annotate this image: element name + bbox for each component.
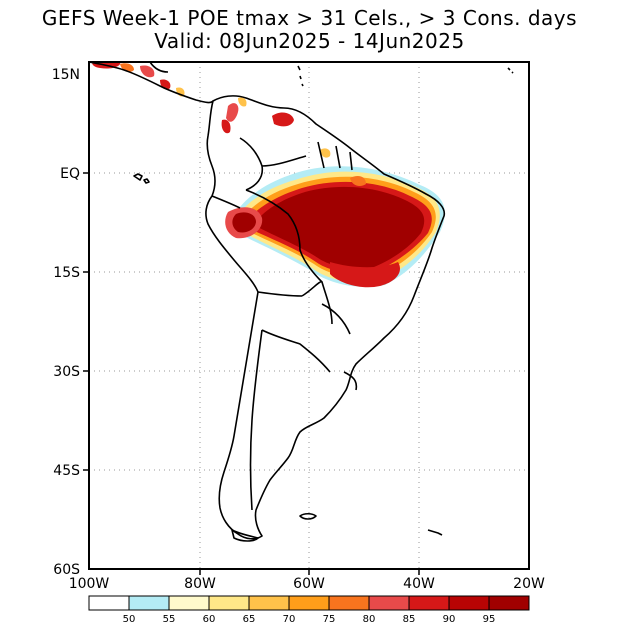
- border-venezuela: [261, 155, 307, 167]
- colorbar-box: [488, 595, 530, 611]
- lobe-south: [330, 262, 400, 288]
- lat-label-15n: 15N: [52, 67, 80, 83]
- poe-shading: [92, 62, 445, 288]
- south-america-coast: [205, 95, 446, 540]
- border-peru-bolivia: [257, 291, 303, 297]
- lat-labels: 15N EQ 15S 30S 45S 60S: [52, 67, 80, 578]
- colorbar-box: [88, 595, 130, 611]
- colorbar-label: 85: [403, 614, 416, 625]
- colorbar-box: [328, 595, 370, 611]
- border-uruguay: [343, 371, 358, 391]
- camerica-patch-3: [140, 65, 155, 78]
- colorbar: 50 55 60 65 70 75 80 85 90 95: [88, 595, 530, 625]
- caribbean-islands: [297, 65, 514, 87]
- map-subtitle: Valid: 08Jun2025 - 14Jun2025: [154, 29, 465, 53]
- tierra-del-fuego: [231, 529, 259, 542]
- border-brazil-west: [245, 189, 323, 283]
- colorbar-label: 95: [483, 614, 496, 625]
- guiana-patch-1: [320, 148, 331, 158]
- galapagos: [133, 173, 150, 184]
- border-paraguay: [321, 303, 351, 335]
- colorbar-label: 90: [443, 614, 456, 625]
- lat-label-15s: 15S: [53, 265, 80, 281]
- lobe-nw-core: [232, 212, 256, 233]
- colorbar-label: 50: [123, 614, 136, 625]
- colorbar-box: [168, 595, 210, 611]
- lat-label-60s: 60S: [53, 562, 80, 578]
- colorbar-label: 80: [363, 614, 376, 625]
- colorbar-label: 75: [323, 614, 336, 625]
- lon-label-100w: 100W: [69, 576, 110, 592]
- colorbar-label: 70: [283, 614, 296, 625]
- south-georgia: [427, 529, 443, 536]
- venezuela-patch-1: [272, 112, 294, 127]
- lat-label-45s: 45S: [53, 463, 80, 479]
- border-argentina: [261, 329, 331, 373]
- colorbar-label: 60: [203, 614, 216, 625]
- colorbar-box: [368, 595, 410, 611]
- venezuela-patch-3: [238, 97, 247, 107]
- venezuela-patch-4: [221, 119, 231, 134]
- lon-label-20w: 20W: [513, 576, 545, 592]
- yucatan-coast: [149, 61, 169, 73]
- falklands: [299, 512, 317, 520]
- lon-labels: 100W 80W 60W 40W 20W: [69, 576, 545, 592]
- border-bolivia: [301, 280, 333, 325]
- lon-label-60w: 60W: [293, 576, 325, 592]
- guiana-patch-2: [350, 176, 366, 186]
- axis-ticks: [83, 172, 420, 575]
- colorbar-labels: 50 55 60 65 70 75 80 85 90 95: [123, 614, 496, 625]
- border-colombia: [239, 137, 264, 191]
- border-chile: [249, 329, 263, 511]
- central-america-coast: [88, 61, 214, 104]
- core-95: [254, 186, 425, 269]
- lat-label-eq: EQ: [60, 166, 80, 182]
- border-guianas: [317, 141, 353, 171]
- graticule: [89, 62, 529, 569]
- lat-label-30s: 30S: [53, 364, 80, 380]
- colorbar-label: 55: [163, 614, 176, 625]
- colorbar-box: [448, 595, 490, 611]
- lon-label-40w: 40W: [403, 576, 435, 592]
- colorbar-boxes: [88, 595, 530, 611]
- colorbar-box: [128, 595, 170, 611]
- venezuela-patch-2: [226, 103, 239, 122]
- map-title: GEFS Week-1 POE tmax > 31 Cels., > 3 Con…: [41, 6, 578, 30]
- border-ecuador: [211, 195, 241, 209]
- colorbar-box: [248, 595, 290, 611]
- lon-label-80w: 80W: [184, 576, 216, 592]
- coastlines: [88, 61, 514, 542]
- colorbar-box: [408, 595, 450, 611]
- colorbar-box: [288, 595, 330, 611]
- colorbar-box: [208, 595, 250, 611]
- colorbar-label: 65: [243, 614, 256, 625]
